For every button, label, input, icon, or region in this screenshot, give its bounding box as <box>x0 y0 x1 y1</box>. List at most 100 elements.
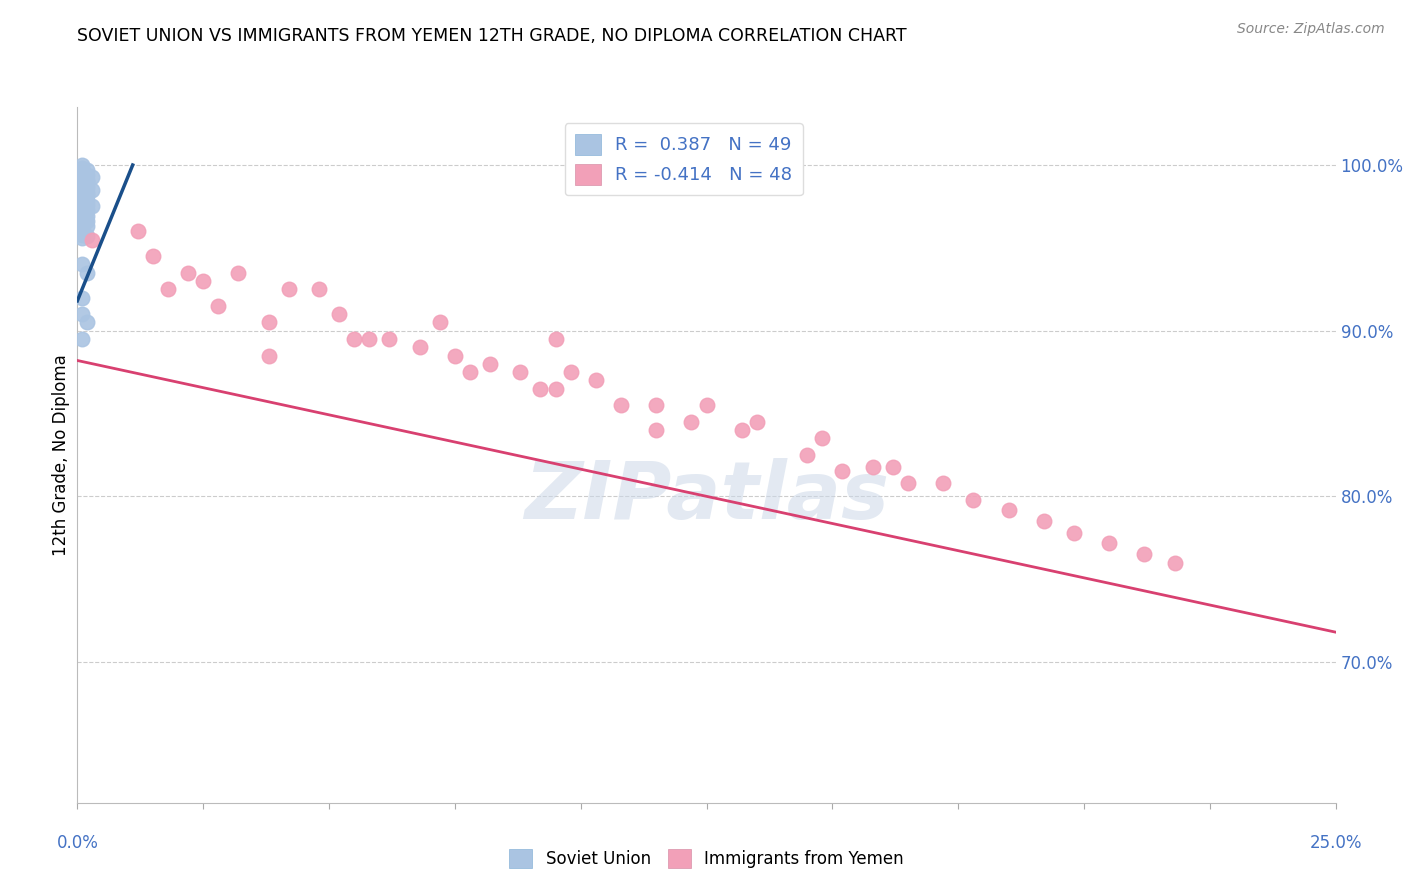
Point <box>72 199 94 213</box>
Point <box>72 176 94 190</box>
Point <box>72 204 94 219</box>
Point <box>82 169 104 184</box>
Point <box>458 365 481 379</box>
Point <box>696 398 718 412</box>
Point <box>207 299 229 313</box>
Point <box>72 187 94 202</box>
Point <box>681 415 703 429</box>
Text: Source: ZipAtlas.com: Source: ZipAtlas.com <box>1237 22 1385 37</box>
Point <box>76 178 98 192</box>
Point <box>831 465 853 479</box>
Point <box>76 266 98 280</box>
Point <box>72 221 94 235</box>
Point <box>76 229 98 244</box>
Point <box>72 231 94 245</box>
Point <box>328 307 350 321</box>
Point <box>72 161 94 176</box>
Point <box>429 315 451 329</box>
Text: ZIPatlas: ZIPatlas <box>524 458 889 536</box>
Point <box>509 365 531 379</box>
Point <box>76 186 98 201</box>
Point <box>585 373 607 387</box>
Point <box>82 199 104 213</box>
Text: SOVIET UNION VS IMMIGRANTS FROM YEMEN 12TH GRADE, NO DIPLOMA CORRELATION CHART: SOVIET UNION VS IMMIGRANTS FROM YEMEN 12… <box>77 27 907 45</box>
Point <box>72 191 94 205</box>
Point <box>72 216 94 230</box>
Point <box>645 398 668 412</box>
Point <box>72 169 94 184</box>
Point <box>72 211 94 225</box>
Point <box>76 202 98 217</box>
Point <box>932 476 955 491</box>
Point <box>645 423 668 437</box>
Point <box>142 249 165 263</box>
Point <box>72 227 94 242</box>
Point <box>408 340 430 354</box>
Point <box>610 398 633 412</box>
Point <box>76 219 98 234</box>
Point <box>72 224 94 238</box>
Point <box>343 332 366 346</box>
Point <box>72 218 94 232</box>
Point <box>228 266 250 280</box>
Point <box>257 315 280 329</box>
Point <box>1063 525 1085 540</box>
Point <box>72 179 94 194</box>
Text: 0.0%: 0.0% <box>56 834 98 852</box>
Point <box>308 282 330 296</box>
Point <box>72 212 94 227</box>
Point <box>731 423 754 437</box>
Point <box>72 183 94 197</box>
Point <box>897 476 920 491</box>
Point <box>76 175 98 189</box>
Point <box>257 349 280 363</box>
Point <box>862 459 884 474</box>
Point <box>72 158 94 172</box>
Point <box>72 208 94 222</box>
Point <box>882 459 904 474</box>
Point <box>72 166 94 180</box>
Point <box>378 332 401 346</box>
Point <box>72 193 94 207</box>
Point <box>72 257 94 271</box>
Point <box>1032 514 1054 528</box>
Point <box>544 382 567 396</box>
Point <box>156 282 179 296</box>
Point <box>76 189 98 203</box>
Text: 25.0%: 25.0% <box>1309 834 1362 852</box>
Point <box>76 168 98 182</box>
Point <box>76 181 98 195</box>
Point <box>962 492 984 507</box>
Point <box>1098 535 1121 549</box>
Point <box>72 332 94 346</box>
Point <box>544 332 567 346</box>
Point <box>76 163 98 178</box>
Point <box>72 175 94 189</box>
Point <box>359 332 381 346</box>
Point <box>82 233 104 247</box>
Point <box>72 201 94 215</box>
Point <box>745 415 768 429</box>
Point <box>997 502 1019 516</box>
Y-axis label: 12th Grade, No Diploma: 12th Grade, No Diploma <box>52 354 70 556</box>
Point <box>1133 547 1156 561</box>
Point <box>76 315 98 329</box>
Point <box>76 210 98 224</box>
Point <box>529 382 551 396</box>
Point <box>76 173 98 187</box>
Point <box>1163 556 1185 570</box>
Point <box>796 448 818 462</box>
Point <box>127 224 149 238</box>
Point <box>72 291 94 305</box>
Point <box>444 349 467 363</box>
Point <box>479 357 502 371</box>
Point <box>277 282 299 296</box>
Point <box>72 196 94 211</box>
Point <box>76 214 98 228</box>
Point <box>72 307 94 321</box>
Point <box>76 194 98 209</box>
Point <box>191 274 215 288</box>
Point <box>560 365 582 379</box>
Point <box>82 183 104 197</box>
Point <box>76 198 98 212</box>
